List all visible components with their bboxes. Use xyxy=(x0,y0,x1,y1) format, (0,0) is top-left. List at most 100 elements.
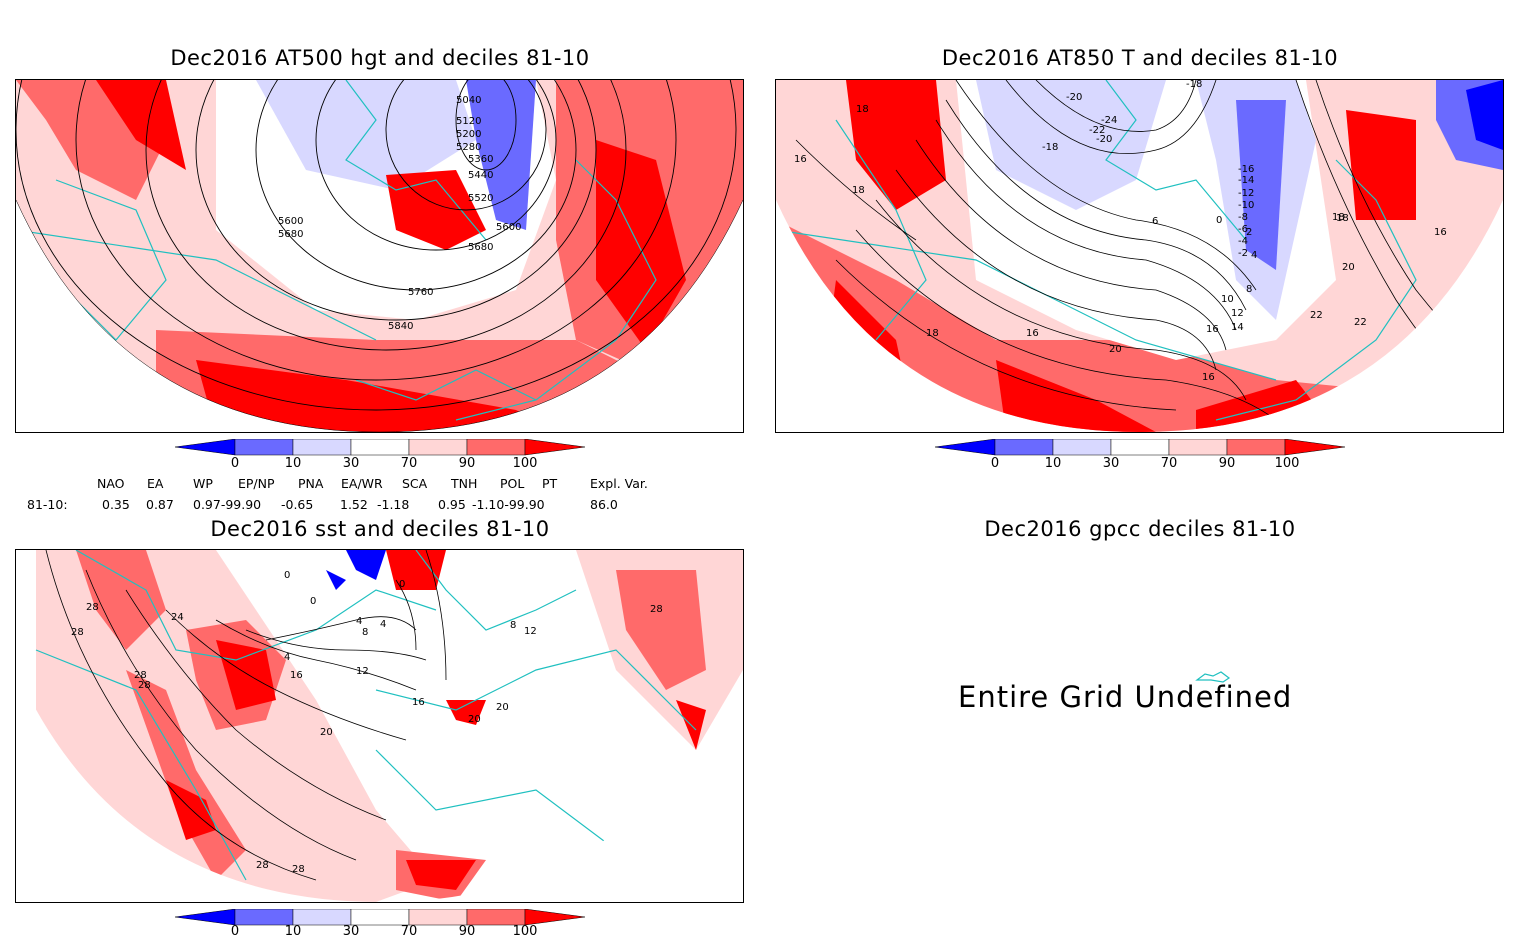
contour-label: 12 xyxy=(356,666,369,677)
sst-shade-blue xyxy=(326,570,346,590)
contour-label: 5200 xyxy=(456,129,481,140)
sst-shade-red xyxy=(216,640,276,710)
contour-label: 28 xyxy=(71,627,84,638)
contour-label: 28 xyxy=(256,860,269,871)
colorbar-label: 70 xyxy=(1160,456,1178,471)
contour-label: 12 xyxy=(524,626,537,637)
contour-label: 22 xyxy=(1354,317,1367,328)
hgt-shade-red-center xyxy=(386,170,486,250)
contour-label: 24 xyxy=(171,612,184,623)
contour-label: 20 xyxy=(1342,262,1355,273)
contour-label: -4 xyxy=(1238,236,1248,247)
contour-label: 20 xyxy=(1109,344,1122,355)
contour-label: -24 xyxy=(1101,115,1117,126)
contour-label: 5120 xyxy=(456,116,481,127)
gpcc-mini-coast xyxy=(1195,671,1231,683)
contour-label: 20 xyxy=(320,727,333,738)
index-header: TNH xyxy=(451,476,478,491)
contour-label: 2 xyxy=(1246,227,1252,238)
sst-contour-labels: 28 28 24 28 28 20 16 12 8 4 4 4 0 0 0 16… xyxy=(71,570,663,875)
contour-label: 0 xyxy=(310,596,316,607)
t850-shade-high xyxy=(776,220,1503,432)
contour-label: 5600 xyxy=(278,216,303,227)
contour-label: 18 xyxy=(1332,212,1345,223)
sst-shade-red xyxy=(166,780,216,840)
index-header: SCA xyxy=(402,476,428,491)
sst-colorbar xyxy=(175,909,586,926)
contour-label: 20 xyxy=(496,702,509,713)
sst-contours xyxy=(45,550,447,881)
contour-label: 16 xyxy=(794,154,807,165)
hgt-map-panel: 5040 5120 5200 5280 5360 5440 5520 5600 … xyxy=(15,79,744,433)
contour-label: -20 xyxy=(1096,134,1112,145)
hgt-contour-labels: 5040 5120 5200 5280 5360 5440 5520 5600 … xyxy=(278,95,521,332)
index-header: EA xyxy=(147,476,164,491)
index-value: 0.35 xyxy=(102,497,130,512)
colorbar-label: 0 xyxy=(230,456,240,471)
index-value: -1.18 xyxy=(377,497,410,512)
hgt-contours xyxy=(16,80,737,411)
contour-label: 5440 xyxy=(468,170,493,181)
contour-label: 5680 xyxy=(468,242,493,253)
index-row-label: 81-10: xyxy=(27,497,68,512)
contour-label: 14 xyxy=(1231,322,1244,333)
contour-label: 16 xyxy=(1206,324,1219,335)
colorbar-label: 30 xyxy=(1102,456,1120,471)
index-value: -0.65 xyxy=(281,497,314,512)
contour-label: 18 xyxy=(852,185,865,196)
t850-colorbar xyxy=(935,439,1346,456)
contour-label: 12 xyxy=(1231,308,1244,319)
contour-label: 8 xyxy=(362,627,368,638)
contour-label: -18 xyxy=(1042,142,1058,153)
colorbar-label: 30 xyxy=(342,456,360,471)
colorbar-label: 0 xyxy=(990,456,1000,471)
index-header: Expl. Var. xyxy=(590,476,648,491)
contour-label: 16 xyxy=(1434,227,1447,238)
colorbar-label: 90 xyxy=(458,456,476,471)
contour-label: 16 xyxy=(1202,372,1215,383)
contour-label: -14 xyxy=(1238,175,1254,186)
contour-label: 5680 xyxy=(278,229,303,240)
t850-shade-low xyxy=(1466,80,1503,150)
contour-label: -10 xyxy=(1238,200,1254,211)
colorbar-label: 70 xyxy=(400,924,418,939)
sst-shade-blue xyxy=(346,550,386,580)
index-value: 0.95 xyxy=(438,497,466,512)
hgt-shade-low xyxy=(466,80,536,230)
contour-label: 5360 xyxy=(468,154,493,165)
contour-label: -16 xyxy=(1238,164,1254,175)
sst-shade-red xyxy=(446,700,486,725)
contour-label: 4 xyxy=(380,619,386,630)
index-header: EA/WR xyxy=(341,476,383,491)
t850-shade-low xyxy=(1236,100,1286,270)
t850-shade-high xyxy=(846,80,946,210)
colorbar-label: 10 xyxy=(1044,456,1062,471)
contour-label: 5520 xyxy=(468,193,493,204)
contour-label: 18 xyxy=(1336,213,1349,224)
contour-label: 0 xyxy=(284,570,290,581)
contour-label: 28 xyxy=(134,670,147,681)
contour-label: 8 xyxy=(510,620,516,631)
contour-label: -22 xyxy=(1089,125,1105,136)
contour-label: 0 xyxy=(1216,215,1222,226)
t850-map-panel: 18 16 18 18 16 18 -20 -18 -16 -14 -12 -1… xyxy=(775,79,1504,433)
contour-label: -2 xyxy=(1238,248,1248,259)
index-header: PT xyxy=(542,476,558,491)
t850-map-svg: 18 16 18 18 16 18 -20 -18 -16 -14 -12 -1… xyxy=(776,80,1503,432)
contour-label: 16 xyxy=(412,697,425,708)
t850-contour-labels: 18 16 18 18 16 18 -20 -18 -16 -14 -12 -1… xyxy=(794,80,1447,383)
hgt-shade-high xyxy=(596,140,686,350)
index-header: NAO xyxy=(97,476,125,491)
contour-label: 10 xyxy=(1221,294,1234,305)
colorbar-label: 70 xyxy=(400,456,418,471)
index-header: WP xyxy=(193,476,213,491)
contour-label: 16 xyxy=(1026,328,1039,339)
t850-shade-low xyxy=(976,80,1166,210)
contour-label: -18 xyxy=(1186,80,1202,90)
contour-label: 18 xyxy=(856,104,869,115)
contour-label: 28 xyxy=(138,680,151,691)
contour-label: -6 xyxy=(1238,224,1248,235)
sst-shade-red xyxy=(386,550,446,590)
contour-label: -12 xyxy=(1238,188,1254,199)
t850-panel-title: Dec2016 AT850 T and deciles 81-10 xyxy=(941,46,1339,70)
